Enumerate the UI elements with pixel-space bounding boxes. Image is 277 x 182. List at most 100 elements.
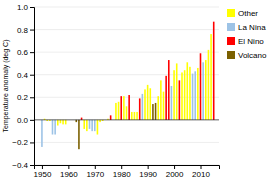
bar [186,62,188,120]
bar [52,120,54,135]
tick: 0.0 [17,116,34,125]
tick-mark [30,165,34,166]
bar [210,34,212,120]
legend-swatch [227,37,235,45]
tick-label: 1950 [34,170,52,179]
tick-mark [30,97,34,98]
tick: 1970 [86,165,104,179]
tick: 1990 [139,165,157,179]
bar [131,112,133,120]
tick-label: 2010 [192,170,210,179]
tick-label: 0.2 [17,93,29,102]
legend-label: La Nina [238,23,266,32]
tick-label: 0.6 [17,48,29,57]
legend: Other La Nina El Nino Volcano [227,9,267,60]
bar [134,112,136,120]
legend-item: La Nina [227,23,266,32]
tick-mark [30,7,34,8]
bar [168,60,170,120]
bar [57,120,59,126]
bar [78,120,80,149]
bar [91,120,93,131]
y-axis: −0.4 −0.2 0.0 0.2 0.4 0.6 0.8 1.0 [12,3,34,170]
bar [86,120,88,131]
bar [192,74,194,120]
legend-item: Volcano [227,51,267,60]
tick-label: 0.8 [17,26,29,35]
bar [115,103,117,120]
legend-swatch [227,51,235,59]
axis-line [35,166,220,170]
tick-mark [174,165,175,169]
bar [139,98,141,119]
bar [202,62,204,120]
bar [173,70,175,120]
tick-mark [30,120,34,121]
bar [165,76,167,120]
tick-mark [30,30,34,31]
bar [181,72,183,119]
tick-label: 0.4 [17,71,29,80]
bar [197,68,199,120]
grid-line [34,142,219,143]
legend-swatch [227,23,235,31]
bar [213,22,215,120]
tick: 0.2 [17,93,34,102]
tick: −0.4 [12,161,34,170]
bar [155,103,157,120]
bar [62,120,64,125]
tick: 1950 [34,165,52,179]
tick-mark [121,165,122,169]
legend-item: El Nino [227,37,264,46]
bar [184,70,186,120]
bar [89,120,91,129]
bar [126,106,128,120]
tick-label: 1.0 [17,3,29,12]
bar [54,120,56,135]
bars [41,22,214,150]
grid-line [34,97,219,98]
grid-line [34,7,219,8]
bar [176,63,178,119]
legend-swatch [227,9,235,17]
tick: 2000 [166,165,184,179]
grid [34,7,219,165]
tick-label: 0.0 [17,116,29,125]
bar [208,50,210,120]
tick-label: −0.2 [12,138,28,147]
grid-line [34,29,219,30]
tick-label: 2000 [166,170,184,179]
tick-label: −0.4 [12,161,28,170]
x-axis: 1950 1960 1970 1980 1990 2000 2010 [34,165,220,179]
bar [99,120,101,122]
bar [60,120,62,123]
tick-label: 1970 [86,170,104,179]
grid-line [34,74,219,75]
bar [194,71,196,120]
zero-line [34,119,219,120]
tick: 0.4 [17,71,34,80]
bar [144,89,146,119]
tick-mark [30,75,34,76]
axis-line [30,8,35,166]
legend-item: Other [227,9,258,18]
y-axis-title: Temperature anomaly (deg C) [2,40,10,133]
bar [171,86,173,120]
tick: 1960 [60,165,78,179]
chart-container: −0.4−0.20.00.20.40.60.81.019501960197019… [0,0,277,182]
bar [152,104,154,120]
bar [120,96,122,120]
tick-label: 1980 [113,170,131,179]
tick-label: 1960 [60,170,78,179]
bar [65,120,67,125]
bar [179,80,181,120]
bar [128,95,130,120]
tick-label: 1990 [139,170,157,179]
bar [97,120,99,135]
tick: −0.2 [12,138,34,147]
legend-label: El Nino [238,37,264,46]
tick-mark [95,165,96,169]
bar [136,112,138,120]
tick: 2010 [192,165,210,179]
bar [110,115,112,120]
